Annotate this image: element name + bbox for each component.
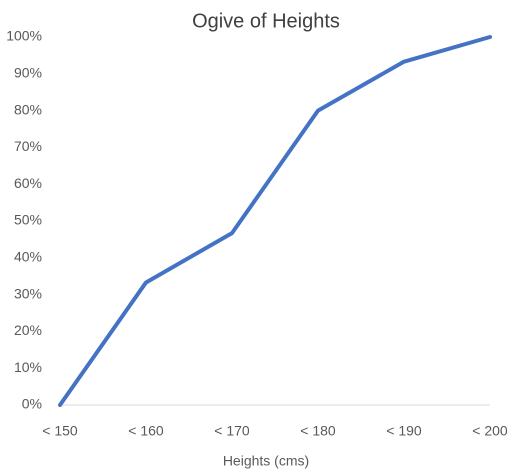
- chart-title: Ogive of Heights: [192, 10, 340, 32]
- y-tick-label: 70%: [14, 138, 42, 154]
- x-tick-label: < 180: [300, 423, 336, 439]
- y-tick-label: 10%: [14, 359, 42, 375]
- x-tick-label: < 200: [472, 423, 508, 439]
- x-axis-title: Heights (cms): [223, 453, 309, 469]
- y-tick-label: 80%: [14, 101, 42, 117]
- y-tick-label: 50%: [14, 212, 42, 228]
- data-line: [58, 35, 492, 407]
- x-tick-label: < 150: [42, 423, 78, 439]
- x-tick-label: < 160: [128, 423, 164, 439]
- y-tick-label: 40%: [14, 249, 42, 265]
- y-tick-label: 90%: [14, 65, 42, 81]
- y-tick-label: 0%: [22, 396, 42, 412]
- y-tick-label: 20%: [14, 322, 42, 338]
- x-tick-label: < 170: [214, 423, 250, 439]
- x-tick-label: < 190: [386, 423, 422, 439]
- y-tick-label: 60%: [14, 175, 42, 191]
- y-tick-label: 100%: [6, 28, 42, 44]
- y-tick-label: 30%: [14, 285, 42, 301]
